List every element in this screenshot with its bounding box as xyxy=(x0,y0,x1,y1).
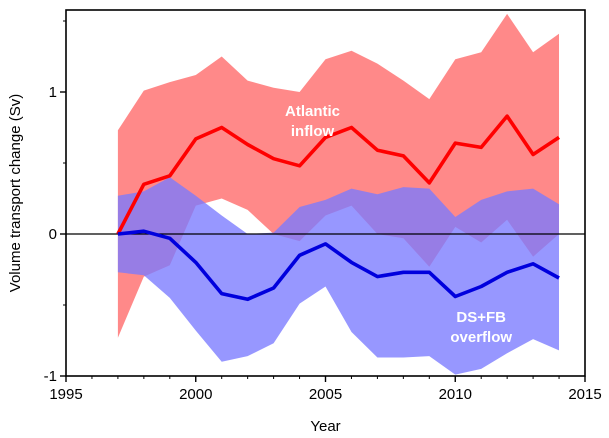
series-line-layer xyxy=(116,114,560,302)
uncertainty-band-1 xyxy=(117,177,560,375)
series-line-1 xyxy=(117,229,560,302)
x-tick-label: 2015 xyxy=(568,386,601,403)
series-line-0 xyxy=(116,114,560,235)
x-tick-label: 2005 xyxy=(309,386,342,403)
x-tick-label: 2000 xyxy=(179,386,212,403)
y-tick-label: 0 xyxy=(49,226,57,243)
x-axis-title: Year xyxy=(310,418,340,435)
x-tick-label: 2010 xyxy=(439,386,472,403)
y-tick-label: -1 xyxy=(44,368,57,385)
uncertainty-band-0 xyxy=(117,13,560,338)
series-annotation-1: DS+FB overflow xyxy=(450,309,512,346)
y-axis-title: Volume transport change (Sv) xyxy=(7,94,24,292)
y-tick-label: 1 xyxy=(49,84,57,101)
annotation-layer: Atlantic inflow DS+FB overflow xyxy=(285,103,512,346)
x-axis: 1995 2000 2005 2010 2015 xyxy=(49,376,602,403)
x-tick-label: 1995 xyxy=(49,386,82,403)
series-annotation-0: Atlantic inflow xyxy=(285,103,340,140)
band-layer xyxy=(117,13,560,375)
y-axis: -1 0 1 xyxy=(44,20,66,385)
